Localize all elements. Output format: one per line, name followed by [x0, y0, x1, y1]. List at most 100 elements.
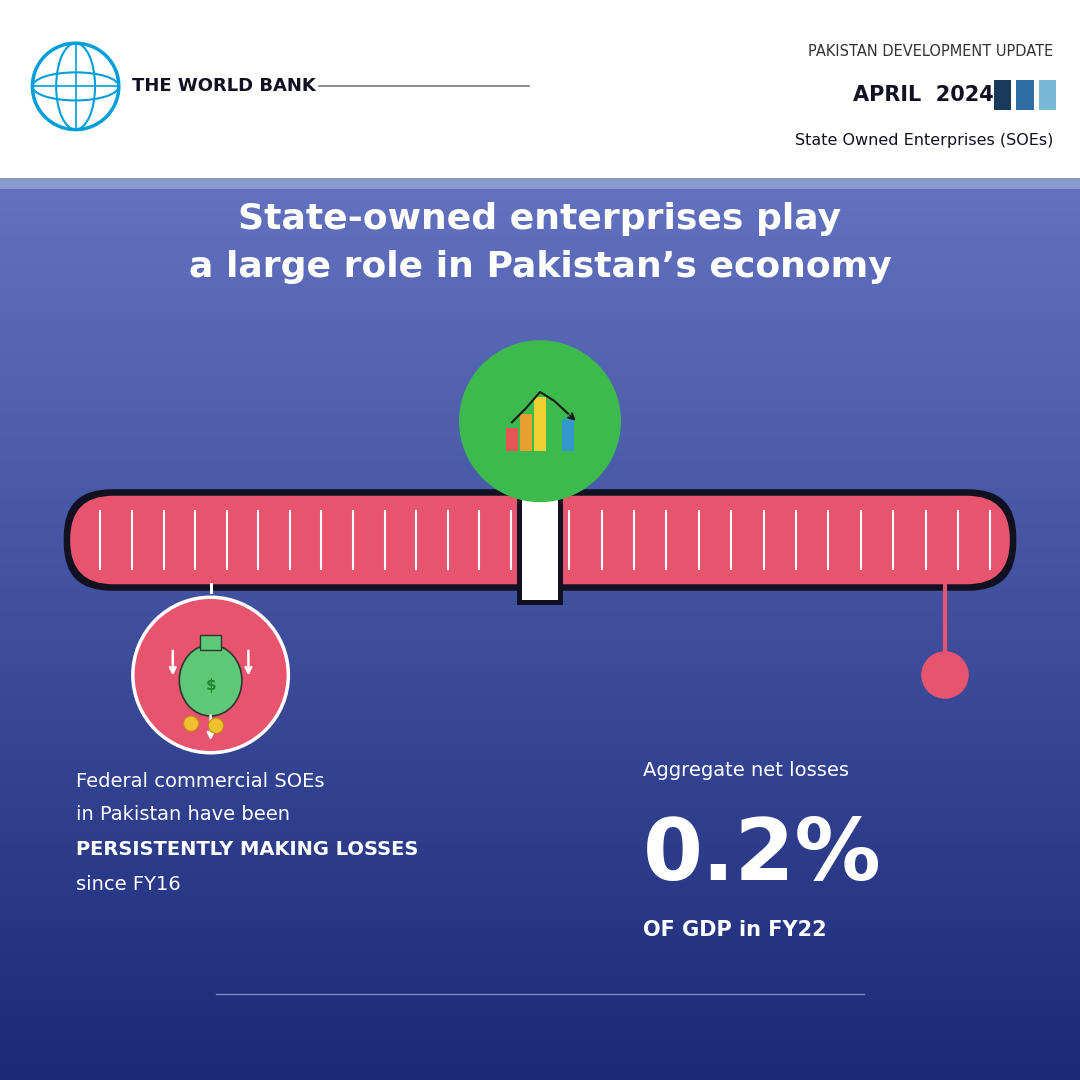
Bar — [0, 1077, 1080, 1080]
Bar — [0, 293, 1080, 296]
Bar — [0, 578, 1080, 581]
Bar — [0, 629, 1080, 632]
Bar — [0, 397, 1080, 401]
Bar — [563, 419, 575, 451]
Bar — [0, 451, 1080, 455]
Bar — [0, 262, 1080, 266]
Bar — [0, 1038, 1080, 1041]
Bar — [0, 611, 1080, 615]
Bar — [0, 229, 1080, 232]
Bar — [0, 467, 1080, 470]
Bar — [0, 837, 1080, 839]
Bar — [0, 635, 1080, 638]
Bar — [0, 509, 1080, 512]
Bar — [517, 475, 563, 605]
Text: THE WORLD BANK: THE WORLD BANK — [132, 78, 315, 95]
Bar — [0, 824, 1080, 827]
Bar — [0, 409, 1080, 413]
Bar — [0, 301, 1080, 305]
Bar — [0, 539, 1080, 542]
Bar — [0, 458, 1080, 461]
Bar — [0, 440, 1080, 443]
Bar — [0, 945, 1080, 948]
Bar — [0, 563, 1080, 566]
Bar — [0, 950, 1080, 954]
Bar — [0, 536, 1080, 539]
Bar — [0, 338, 1080, 340]
Bar — [0, 419, 1080, 421]
Bar — [0, 1008, 1080, 1011]
Ellipse shape — [179, 645, 242, 716]
Bar — [0, 289, 1080, 293]
Bar — [0, 647, 1080, 650]
Bar — [0, 689, 1080, 692]
Bar — [0, 677, 1080, 680]
Text: Federal commercial SOEs: Federal commercial SOEs — [76, 772, 324, 792]
Bar — [0, 785, 1080, 788]
Text: $: $ — [205, 678, 216, 693]
Circle shape — [133, 597, 288, 753]
Bar — [0, 566, 1080, 569]
Bar — [0, 404, 1080, 407]
Bar — [0, 470, 1080, 473]
Bar — [0, 569, 1080, 572]
Bar — [0, 320, 1080, 323]
Bar — [1016, 80, 1034, 110]
Bar — [0, 436, 1080, 440]
Bar — [0, 362, 1080, 365]
Bar — [0, 987, 1080, 989]
Bar — [0, 1044, 1080, 1047]
Text: PAKISTAN DEVELOPMENT UPDATE: PAKISTAN DEVELOPMENT UPDATE — [808, 44, 1053, 59]
Bar — [0, 232, 1080, 235]
Bar — [0, 274, 1080, 278]
Bar — [0, 244, 1080, 247]
Bar — [0, 379, 1080, 382]
Text: 0.2%: 0.2% — [643, 815, 881, 899]
Bar — [0, 893, 1080, 896]
Bar — [0, 235, 1080, 239]
Bar — [0, 254, 1080, 256]
Circle shape — [184, 716, 199, 731]
Bar — [0, 461, 1080, 463]
Bar — [0, 1031, 1080, 1035]
Bar — [0, 731, 1080, 734]
Bar — [0, 1068, 1080, 1071]
Bar — [0, 659, 1080, 662]
Bar — [0, 866, 1080, 869]
Bar — [0, 271, 1080, 274]
Bar — [0, 686, 1080, 689]
Bar — [0, 920, 1080, 923]
Bar — [0, 1014, 1080, 1017]
Bar — [0, 296, 1080, 298]
Bar — [0, 193, 1080, 197]
Bar — [0, 494, 1080, 497]
Bar — [0, 1071, 1080, 1074]
Bar — [0, 584, 1080, 588]
Bar — [0, 812, 1080, 815]
Bar — [0, 713, 1080, 716]
Bar — [0, 367, 1080, 370]
Bar — [0, 851, 1080, 854]
Bar — [0, 723, 1080, 726]
Bar — [0, 377, 1080, 379]
Bar — [0, 915, 1080, 918]
Bar — [0, 782, 1080, 785]
Bar — [0, 596, 1080, 599]
Bar — [0, 575, 1080, 578]
Bar — [0, 602, 1080, 605]
Bar — [0, 588, 1080, 590]
Bar — [0, 505, 1080, 509]
Bar — [0, 214, 1080, 217]
Bar — [0, 726, 1080, 728]
Bar — [0, 993, 1080, 996]
Bar — [0, 849, 1080, 851]
Bar — [505, 428, 518, 451]
Bar — [0, 401, 1080, 404]
Bar — [0, 1029, 1080, 1031]
Bar — [0, 858, 1080, 861]
Bar — [0, 530, 1080, 532]
Bar — [0, 599, 1080, 602]
Bar — [0, 891, 1080, 893]
Bar — [0, 885, 1080, 888]
Bar — [0, 1053, 1080, 1056]
